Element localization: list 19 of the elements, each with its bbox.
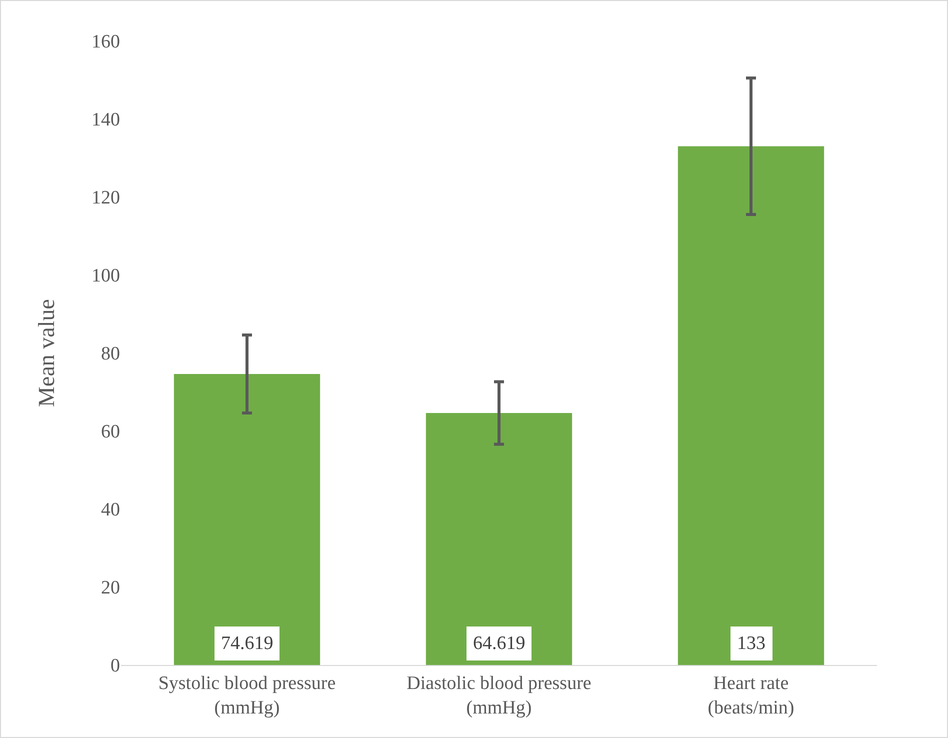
y-tick-label: 80	[101, 344, 120, 365]
bar	[426, 412, 572, 665]
x-tick-label: Systolic blood pressure (mmHg)	[158, 672, 336, 718]
y-tick-label: 60	[101, 422, 120, 443]
y-tick-label: 140	[92, 110, 120, 131]
bar	[174, 374, 320, 665]
y-tick-label: 20	[101, 578, 120, 599]
data-label: 133	[737, 633, 766, 654]
y-tick-label: 40	[101, 500, 120, 521]
x-tick-label: Heart rate (beats/min)	[708, 672, 794, 718]
y-tick-label: 0	[110, 656, 120, 677]
data-label: 64.619	[473, 633, 526, 654]
y-tick-label: 120	[92, 188, 120, 209]
data-label: 74.619	[221, 633, 274, 654]
y-tick-label: 100	[92, 266, 120, 287]
x-tick-label: Diastolic blood pressure (mmHg)	[406, 672, 592, 718]
bar	[678, 146, 824, 665]
y-tick-label: 160	[92, 32, 120, 53]
y-axis-title: Mean value	[34, 299, 59, 407]
